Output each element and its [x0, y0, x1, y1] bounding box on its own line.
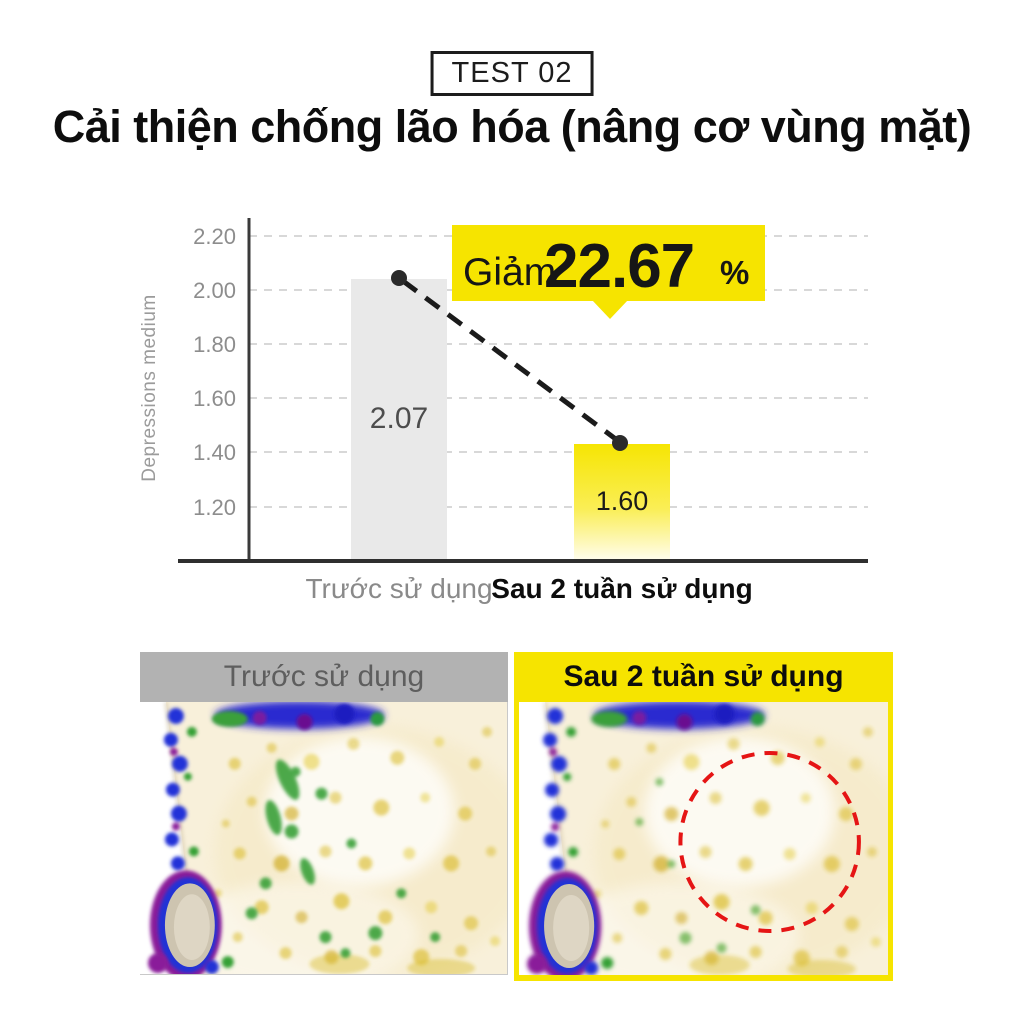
skin-heatmap-before — [140, 702, 508, 975]
bar-chart: 2.20 2.00 1.80 1.60 1.40 1.20 Depression… — [139, 218, 868, 604]
data-point-before — [391, 270, 407, 286]
bar-value-before: 2.07 — [370, 402, 428, 435]
x-label-before: Trước sử dụng — [305, 573, 492, 604]
after-panel-header: Sau 2 tuần sử dụng — [514, 652, 893, 702]
y-axis-label: Depressions medium — [139, 294, 160, 481]
before-panel-title: Trước sử dụng — [223, 660, 425, 693]
callout-pointer-icon — [592, 300, 628, 319]
y-tick: 2.00 — [193, 278, 236, 303]
y-tick: 2.20 — [193, 224, 236, 249]
test-badge: TEST 02 — [430, 51, 594, 96]
page-title: Cải thiện chống lão hóa (nâng cơ vùng mặ… — [52, 101, 972, 152]
after-panel-title: Sau 2 tuần sử dụng — [563, 660, 844, 693]
bar-after — [574, 444, 670, 561]
callout-box — [452, 225, 765, 301]
y-tick: 1.20 — [193, 495, 236, 520]
skin-heatmap-after — [519, 702, 888, 975]
y-tick: 1.40 — [193, 440, 236, 465]
x-label-after: Sau 2 tuần sử dụng — [491, 573, 752, 604]
y-tick: 1.60 — [193, 386, 236, 411]
after-panel: Sau 2 tuần sử dụng — [514, 652, 893, 981]
highlight-circle-icon — [678, 751, 861, 933]
callout-prefix: Giảm — [463, 251, 556, 294]
y-tick: 1.80 — [193, 332, 236, 357]
bar-before — [351, 279, 447, 561]
y-tick-labels: 2.20 2.00 1.80 1.60 1.40 1.20 — [193, 224, 236, 520]
reduction-callout: Giảm 22.67 % — [452, 225, 765, 319]
callout-value: 22.67 — [544, 232, 694, 301]
before-panel-header: Trước sử dụng — [140, 652, 508, 702]
before-panel: Trước sử dụng — [140, 652, 508, 975]
data-point-after — [612, 435, 628, 451]
bar-value-after: 1.60 — [596, 486, 649, 516]
trend-connector-line — [401, 278, 619, 443]
callout-percent-sign: % — [720, 254, 749, 291]
